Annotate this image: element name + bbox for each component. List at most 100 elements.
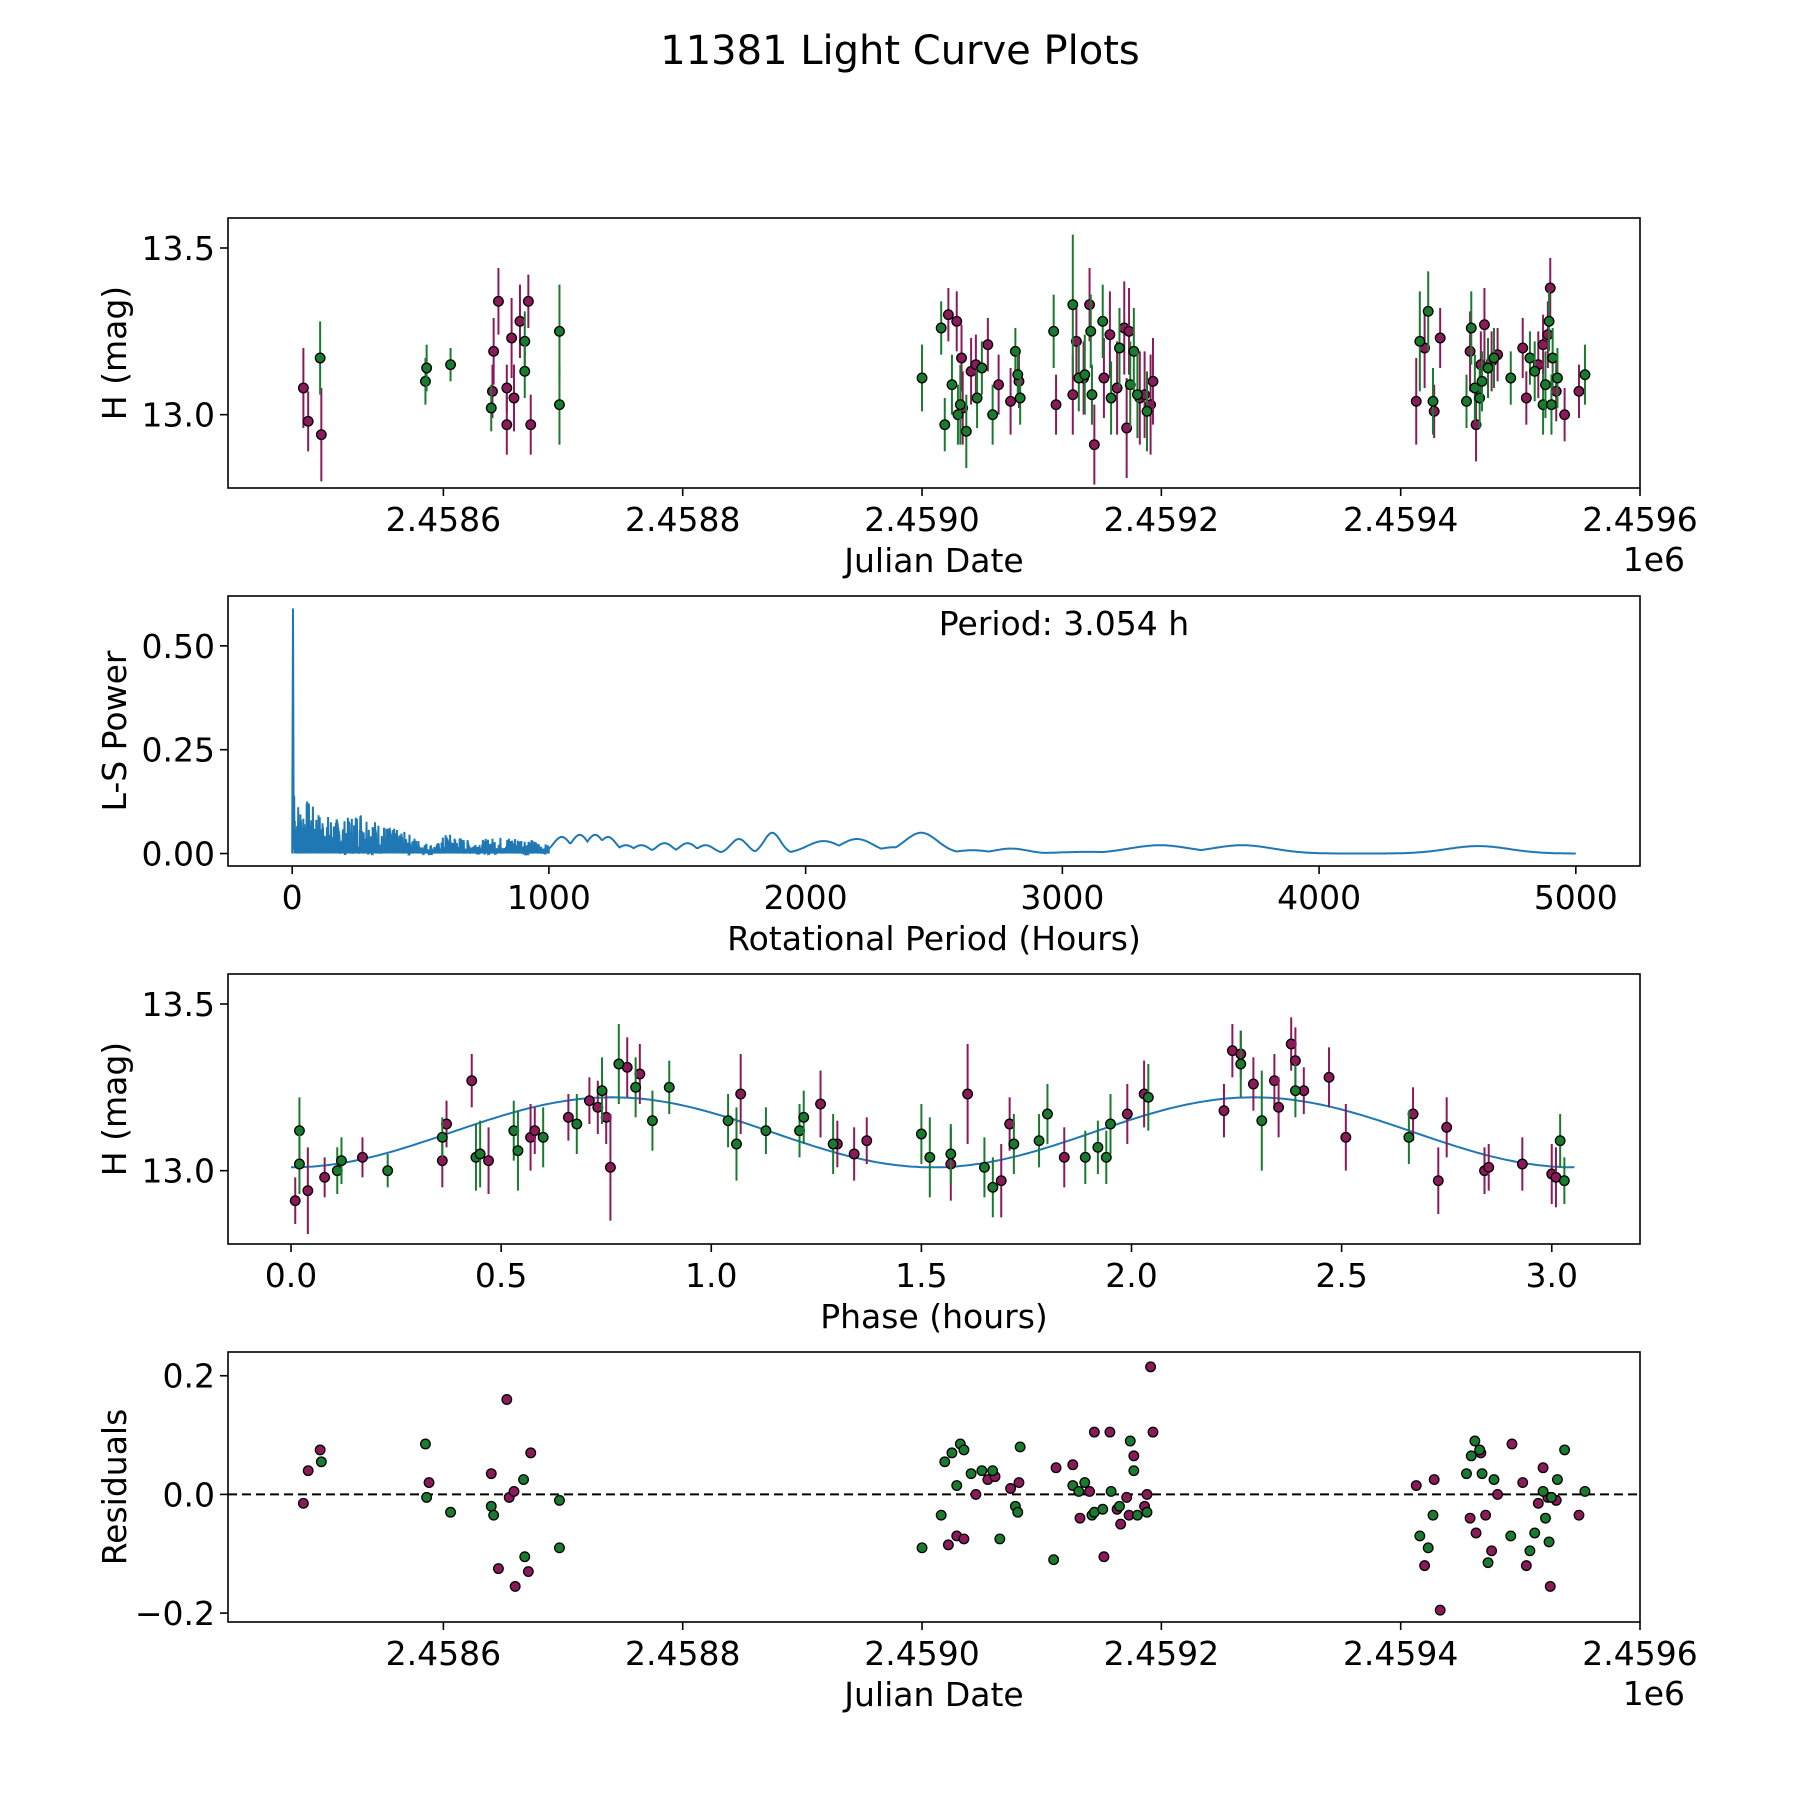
data-point — [946, 379, 958, 391]
data-point — [487, 385, 498, 397]
y-tick-label: 0.50 — [142, 627, 215, 666]
data-point — [1465, 1450, 1477, 1462]
y-tick-label: 0.0 — [163, 1475, 215, 1514]
data-point — [646, 1115, 658, 1127]
data-point — [970, 1488, 982, 1500]
data-point — [1524, 1545, 1536, 1557]
data-point — [1488, 1474, 1500, 1486]
data-point — [529, 1125, 541, 1137]
data-point — [1085, 325, 1097, 337]
data-point — [518, 1474, 530, 1486]
data-point — [492, 295, 504, 307]
plot-area — [289, 1017, 1575, 1234]
data-point — [1486, 1545, 1498, 1557]
data-point — [501, 1394, 513, 1405]
data-point — [1559, 409, 1571, 421]
data-point — [1121, 422, 1133, 434]
data-point — [1529, 365, 1541, 377]
data-point — [982, 339, 994, 351]
data-point — [1544, 282, 1556, 294]
data-point — [1579, 369, 1591, 381]
data-point — [1142, 1091, 1154, 1103]
data-point — [1434, 1604, 1446, 1616]
data-point — [1273, 1101, 1285, 1113]
data-point — [1141, 1488, 1153, 1500]
data-point — [987, 1465, 999, 1477]
data-point — [1114, 342, 1125, 354]
data-point — [1532, 1497, 1544, 1509]
data-point — [1546, 1491, 1557, 1503]
data-point — [1088, 439, 1100, 451]
figure-title: 11381 Light Curve Plots — [660, 28, 1140, 74]
data-point — [1422, 1542, 1434, 1554]
data-point — [554, 1542, 565, 1554]
data-point — [519, 365, 531, 377]
data-point — [1105, 1118, 1116, 1130]
data-point — [798, 1111, 810, 1123]
x-tick-label: 2.5 — [1315, 1256, 1367, 1295]
data-point — [1474, 1444, 1486, 1456]
data-point — [815, 1098, 826, 1110]
data-point — [1079, 369, 1091, 381]
data-point — [436, 1131, 448, 1143]
data-point — [939, 1456, 951, 1468]
data-point — [512, 1145, 524, 1157]
data-point — [1050, 399, 1062, 411]
data-point — [722, 1115, 734, 1127]
data-point — [1014, 392, 1026, 404]
y-tick-label: 13.5 — [142, 985, 215, 1024]
x-axis-label: Phase (hours) — [820, 1297, 1048, 1336]
data-point — [1131, 1509, 1143, 1521]
data-point — [1543, 315, 1555, 327]
data-point — [445, 359, 457, 371]
data-point — [1256, 1115, 1268, 1127]
data-point — [501, 382, 513, 394]
data-point — [1013, 1477, 1025, 1488]
data-point — [1014, 1441, 1026, 1453]
x-tick-label: 0.5 — [475, 1256, 527, 1295]
data-point — [315, 1456, 327, 1468]
data-point — [915, 1128, 927, 1140]
data-point — [1097, 1503, 1109, 1515]
data-point — [735, 1088, 747, 1100]
data-point — [1428, 405, 1440, 417]
data-point — [916, 1542, 928, 1554]
data-point — [571, 1118, 583, 1130]
data-point — [993, 379, 1005, 391]
data-point — [514, 315, 526, 327]
data-point — [1124, 1435, 1136, 1447]
data-point — [1464, 1512, 1476, 1524]
data-point — [1482, 362, 1494, 374]
data-point — [525, 1447, 537, 1459]
data-point — [1482, 1557, 1494, 1569]
data-point — [302, 1465, 314, 1477]
data-point — [731, 1138, 742, 1150]
data-point — [951, 1480, 963, 1491]
data-point — [994, 1533, 1006, 1545]
plot-area — [297, 234, 1591, 485]
data-point — [1079, 1151, 1091, 1163]
data-point — [382, 1165, 394, 1177]
data-point — [596, 1085, 608, 1097]
data-point — [1476, 375, 1488, 387]
data-point — [1546, 399, 1557, 411]
data-point — [1247, 1078, 1259, 1090]
data-point — [987, 1181, 999, 1193]
data-point — [1540, 379, 1551, 391]
y-axis-label: Residuals — [95, 1409, 134, 1566]
data-point — [1488, 352, 1500, 364]
data-point — [1516, 1158, 1528, 1170]
data-point — [1048, 1554, 1060, 1566]
x-axis-label: Julian Date — [842, 1675, 1024, 1714]
x-tick-label: 2.4590 — [864, 500, 979, 539]
data-point — [1529, 1527, 1541, 1539]
axes-frame — [227, 595, 1641, 867]
data-point — [419, 1438, 431, 1450]
data-point — [1012, 1506, 1024, 1518]
data-point — [1114, 1500, 1125, 1512]
data-point — [946, 1447, 958, 1459]
data-point — [1128, 345, 1140, 357]
data-point — [1573, 1509, 1585, 1521]
data-point — [956, 352, 967, 364]
